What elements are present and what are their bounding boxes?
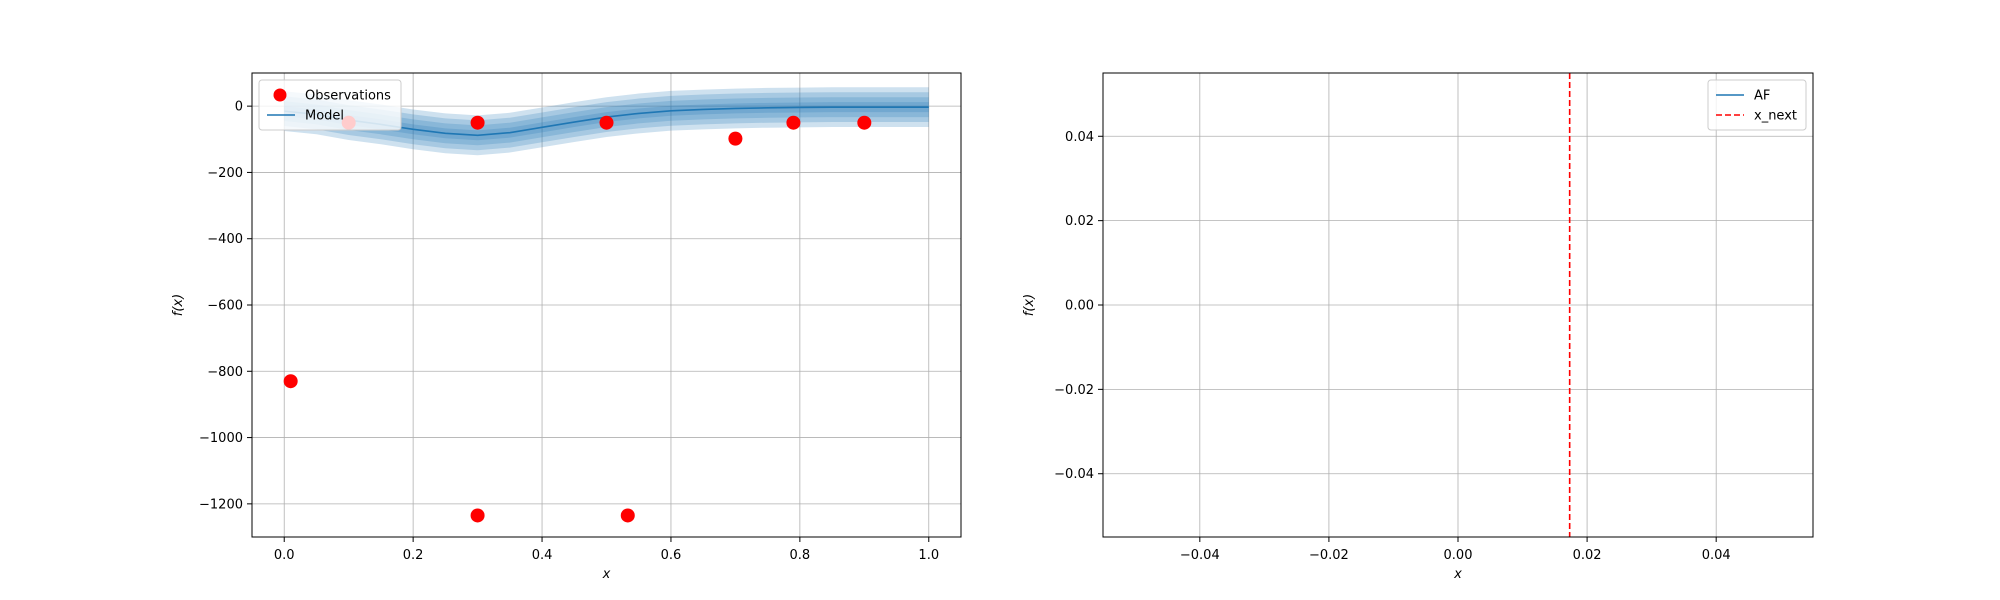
chart0-xtick-label-5: 1.0 — [918, 548, 939, 563]
chart1-legend-label-1: x_next — [1754, 109, 1797, 124]
chart0-observation-point-6 — [728, 131, 743, 146]
chart1-xtick-label-1: −0.02 — [1309, 548, 1349, 563]
chart0-legend-box — [258, 79, 402, 131]
chart0-ytick-label-0: 0 — [235, 100, 243, 115]
chart0-observation-point-7 — [786, 115, 801, 130]
chart0-xtick-label-3: 0.6 — [661, 548, 682, 563]
chart0-ytick-label-4: −800 — [207, 365, 243, 380]
chart0-observation-point-3 — [470, 508, 485, 523]
chart-surrogate-model: 0.0 0.2 0.4 0.6 0.8 1.0 0 −200 −400 −600 −800 −1000… — [171, 72, 962, 582]
chart1-ytick-label-2: 0.00 — [1065, 299, 1094, 314]
chart0-legend-label-1: Model — [305, 109, 344, 124]
chart1-ytick-label-3: −0.02 — [1054, 383, 1094, 398]
chart0-xtick-label-4: 0.8 — [790, 548, 811, 563]
chart0-observation-point-5 — [620, 508, 635, 523]
chart0-xtick-label-2: 0.4 — [532, 548, 553, 563]
chart0-xtick-label-1: 0.2 — [403, 548, 424, 563]
chart0-xtick-label-0: 0.0 — [274, 548, 295, 563]
chart0-y-axis-label: f(x) — [171, 294, 186, 316]
chart1-xtick-label-0: −0.04 — [1180, 548, 1220, 563]
chart0-observation-point-4 — [599, 115, 614, 130]
chart1-xtick-label-4: 0.04 — [1702, 548, 1731, 563]
chart-acquisition-function: −0.04 −0.02 0.00 0.02 0.04 0.04 0.02 0.00 −0.02 −… — [1022, 72, 1814, 582]
chart0-ytick-label-3: −600 — [207, 299, 243, 314]
chart0-ytick-label-5: −1000 — [199, 431, 243, 446]
chart0-observation-point-8 — [857, 115, 872, 130]
chart1-legend: AF x_next — [1707, 79, 1807, 131]
chart0-ytick-label-2: −400 — [207, 232, 243, 247]
chart0-legend: Observations Model — [258, 79, 402, 131]
chart0-ytick-label-6: −1200 — [199, 497, 243, 512]
chart1-xtick-label-2: 0.00 — [1444, 548, 1473, 563]
chart1-legend-label-0: AF — [1754, 89, 1770, 104]
chart1-ytick-label-1: 0.02 — [1065, 214, 1094, 229]
chart0-legend-label-0: Observations — [305, 89, 391, 104]
chart0-observation-point-2 — [470, 115, 485, 130]
chart0-observation-point-0 — [283, 374, 298, 389]
chart1-ytick-label-4: −0.04 — [1054, 467, 1094, 482]
chart1-x-axis-label: x — [1453, 567, 1462, 582]
chart1-xtick-label-3: 0.02 — [1573, 548, 1602, 563]
chart0-ytick-label-1: −200 — [207, 166, 243, 181]
chart0-legend-marker-observations — [273, 88, 287, 102]
chart1-legend-box — [1707, 79, 1807, 131]
chart1-ytick-label-0: 0.04 — [1065, 130, 1094, 145]
chart0-x-axis-label: x — [602, 567, 611, 582]
chart1-y-axis-label: f(x) — [1022, 294, 1037, 316]
